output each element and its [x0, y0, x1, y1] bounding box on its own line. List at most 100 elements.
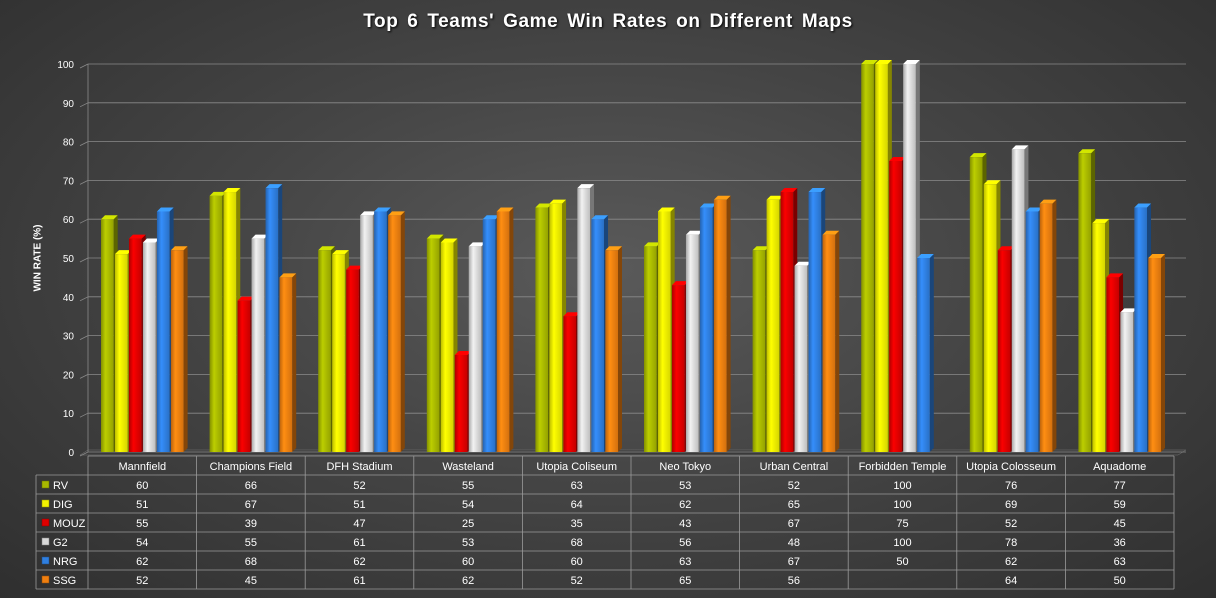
data-label: 61	[353, 537, 365, 549]
bar-front	[128, 238, 142, 452]
category-label: Utopia Colosseum	[966, 461, 1056, 473]
bar-top	[1106, 273, 1124, 278]
bar-top	[332, 250, 349, 255]
gridline-depth	[79, 412, 89, 418]
y-tick-label: 30	[63, 332, 75, 343]
bar-top	[1092, 219, 1110, 224]
bar-front	[983, 184, 997, 452]
bar-top	[388, 211, 405, 216]
y-tick-label: 90	[63, 99, 75, 110]
data-label: 77	[1114, 480, 1126, 492]
y-tick-label: 0	[68, 448, 74, 459]
bar-front	[1039, 203, 1053, 452]
bar-side	[726, 195, 731, 453]
bar-ssg-4	[605, 246, 622, 452]
data-label: 52	[571, 575, 583, 587]
data-label: 63	[679, 556, 691, 568]
bar-front	[875, 64, 888, 452]
bar-side	[618, 246, 622, 452]
data-label: 53	[462, 537, 474, 549]
y-tick-label: 60	[63, 215, 75, 226]
bar-nrg-7	[917, 254, 934, 452]
bar-top	[917, 254, 934, 258]
bar-side	[1052, 199, 1057, 452]
bar-front	[237, 300, 251, 452]
data-label: 63	[1114, 556, 1126, 568]
legend-label-nrg: NRG	[53, 556, 77, 568]
bar-front	[318, 250, 331, 452]
data-label: 69	[1005, 499, 1017, 511]
bar-top	[318, 246, 335, 251]
data-label: 50	[1114, 575, 1126, 587]
data-label: 45	[245, 575, 257, 587]
data-label: 60	[136, 480, 148, 492]
bar-front	[496, 211, 510, 452]
y-tick-label: 80	[63, 138, 75, 149]
data-label: 39	[245, 518, 257, 530]
bar-top	[861, 60, 878, 64]
bar-top	[822, 230, 840, 235]
bar-top	[752, 246, 770, 251]
bar-top	[1039, 199, 1057, 204]
bar-top	[766, 195, 784, 200]
bar-top	[1148, 254, 1165, 258]
bar-front	[374, 211, 387, 452]
bar-side	[835, 230, 840, 452]
bar-top	[223, 188, 241, 193]
bar-front	[142, 242, 156, 452]
bar-top	[496, 207, 514, 212]
gridline-depth	[79, 63, 89, 69]
data-label: 50	[896, 556, 908, 568]
bar-front	[440, 242, 454, 452]
data-label: 52	[788, 480, 800, 492]
data-label: 61	[353, 575, 365, 587]
bar-front	[577, 188, 591, 452]
bar-ssg-9	[1148, 254, 1165, 452]
y-tick-label: 50	[63, 254, 75, 265]
data-label: 52	[1005, 518, 1017, 530]
data-label: 62	[136, 556, 148, 568]
category-label: Urban Central	[760, 461, 828, 473]
bar-front	[644, 246, 657, 452]
category-label: Neo Tokyo	[659, 461, 711, 473]
bar-side	[509, 207, 514, 452]
bar-front	[671, 285, 685, 452]
legend-label-dig: DIG	[53, 499, 73, 511]
bar-top	[577, 184, 595, 189]
legend-key-mouz	[41, 518, 50, 527]
bar-top	[997, 246, 1015, 251]
gridline-depth	[79, 218, 89, 224]
data-label: 100	[893, 537, 911, 549]
bar-front	[454, 355, 468, 452]
bar-top	[426, 234, 444, 239]
bar-front	[426, 238, 440, 452]
data-label: 62	[1005, 556, 1017, 568]
bar-front	[156, 211, 170, 452]
legend-key-ssg	[41, 575, 50, 584]
data-label: 100	[893, 499, 911, 511]
data-label: 59	[1114, 499, 1126, 511]
bar-front	[279, 277, 293, 452]
legend-label-rv: RV	[53, 480, 69, 492]
bar-top	[251, 234, 269, 239]
bar-side	[400, 211, 405, 452]
data-label: 62	[679, 499, 691, 511]
y-tick-label: 20	[63, 370, 75, 381]
data-label: 54	[462, 499, 474, 511]
data-label: 35	[571, 518, 583, 530]
bar-top	[983, 180, 1001, 185]
data-label: 64	[1005, 575, 1017, 587]
bar-top	[780, 188, 798, 193]
bar-top	[468, 242, 486, 247]
bar-top	[114, 250, 132, 255]
category-label: Wasteland	[442, 461, 494, 473]
bar-front	[1134, 207, 1148, 452]
data-label: 66	[245, 480, 257, 492]
bar-front	[170, 250, 184, 452]
bar-front	[794, 265, 808, 452]
bar-top	[605, 246, 622, 251]
bar-dig-8	[983, 180, 1001, 452]
gridline-depth	[79, 296, 89, 302]
data-label: 48	[788, 537, 800, 549]
bar-top	[374, 207, 391, 212]
